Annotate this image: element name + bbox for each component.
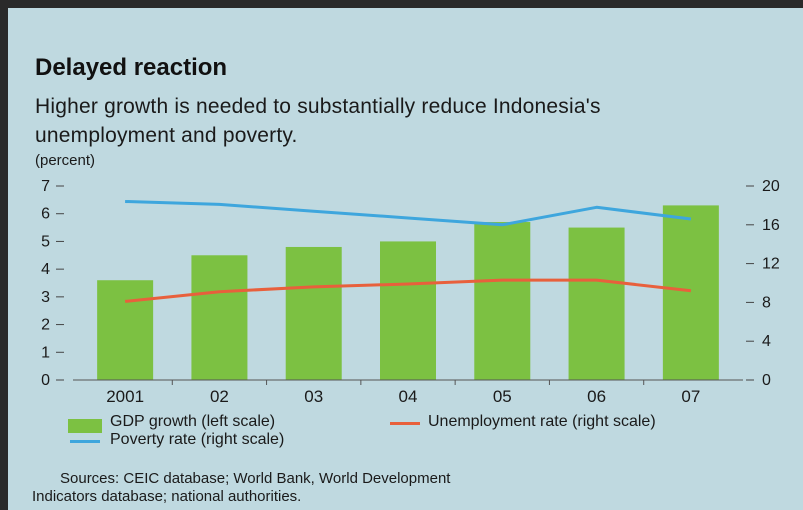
right-tick-label-4: 4 xyxy=(762,333,771,350)
legend-swatch-gdp xyxy=(68,419,102,433)
chart-panel: Delayed reaction Higher growth is needed… xyxy=(8,8,803,510)
legend-swatch-poverty xyxy=(70,440,100,443)
left-tick-label-1: 1 xyxy=(41,344,50,361)
x-tick-label-04: 04 xyxy=(399,387,418,406)
legend-label-unemployment: Unemployment rate (right scale) xyxy=(428,413,656,430)
x-tick-label-06: 06 xyxy=(587,387,606,406)
sources-note: Sources: CEIC database; World Bank, Worl… xyxy=(32,470,752,506)
left-tick-label-0: 0 xyxy=(41,372,50,389)
bar-gdp-2001 xyxy=(97,280,154,380)
left-tick-label-3: 3 xyxy=(41,289,50,306)
line-unemployment-rate xyxy=(124,278,692,303)
bar-gdp-06 xyxy=(568,227,625,380)
bar-gdp-05 xyxy=(474,222,531,380)
x-tick-label-02: 02 xyxy=(210,387,229,406)
right-tick-label-0: 0 xyxy=(762,372,771,389)
right-tick-label-20: 20 xyxy=(762,178,780,195)
left-tick-label-4: 4 xyxy=(41,261,50,278)
right-tick-label-12: 12 xyxy=(762,256,780,273)
right-tick-label-16: 16 xyxy=(762,217,780,234)
legend-label-gdp: GDP growth (left scale) xyxy=(110,413,276,430)
bar-gdp-04 xyxy=(380,241,436,380)
x-tick-label-07: 07 xyxy=(681,387,700,406)
legend-label-poverty: Poverty rate (right scale) xyxy=(110,431,285,448)
left-tick-label-7: 7 xyxy=(41,178,50,195)
line-poverty-rate xyxy=(125,200,692,227)
bar-gdp-03 xyxy=(285,246,342,380)
left-tick-label-6: 6 xyxy=(41,206,50,223)
x-tick-label-2001: 2001 xyxy=(106,387,144,406)
left-tick-label-2: 2 xyxy=(41,317,50,334)
chart-subtitle: Higher growth is needed to substantially… xyxy=(35,95,601,147)
bar-gdp-02 xyxy=(191,255,248,380)
legend-swatch-unemployment xyxy=(390,422,420,425)
x-tick-label-05: 05 xyxy=(493,387,512,406)
left-tick-label-5: 5 xyxy=(41,233,50,250)
sources-line-2: Indicators database; national authoritie… xyxy=(32,488,302,505)
sources-line-1: Sources: CEIC database; World Bank, Worl… xyxy=(60,470,451,487)
unit-label: (percent) xyxy=(35,152,96,169)
right-tick-label-8: 8 xyxy=(762,294,771,311)
bar-gdp-07 xyxy=(662,205,719,380)
x-tick-label-03: 03 xyxy=(304,387,323,406)
chart-title: Delayed reaction xyxy=(35,54,228,81)
